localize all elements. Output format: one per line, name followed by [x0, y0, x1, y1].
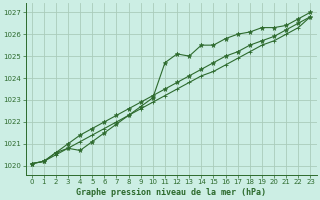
X-axis label: Graphe pression niveau de la mer (hPa): Graphe pression niveau de la mer (hPa)	[76, 188, 266, 197]
